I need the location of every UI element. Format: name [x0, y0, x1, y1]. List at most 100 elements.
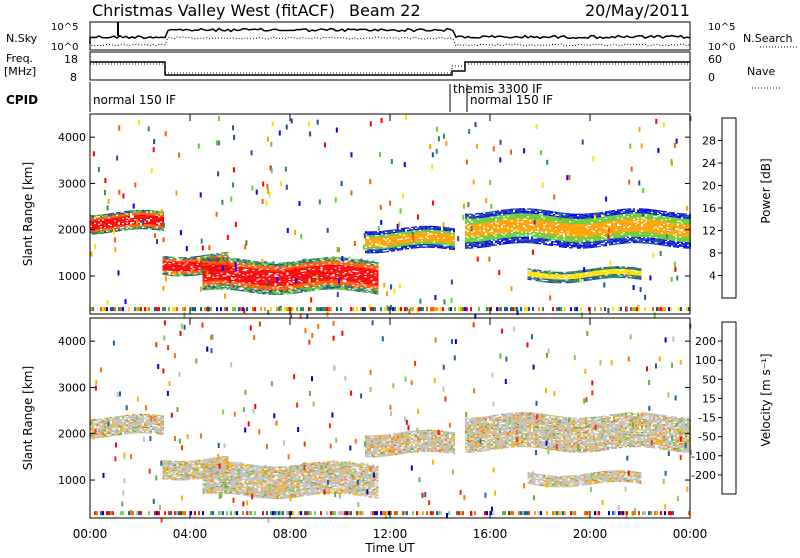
- echo-cell: [525, 212, 527, 213]
- echo-cell: [271, 277, 273, 278]
- echo-cell: [333, 266, 335, 267]
- echo-cell: [219, 274, 221, 275]
- echo-cell: [311, 281, 313, 282]
- echo-cell: [303, 265, 305, 266]
- echo-cell: [499, 228, 501, 229]
- echo-cell: [523, 217, 525, 218]
- echo-cell: [229, 270, 231, 271]
- echo-cell: [136, 210, 138, 211]
- echo-cell: [293, 290, 295, 291]
- echo-cell: [365, 283, 367, 284]
- echo-cell: [331, 287, 333, 288]
- echo-cell: [529, 214, 531, 215]
- echo-cell: [331, 262, 333, 263]
- echo-cell: [565, 225, 567, 226]
- echo-cell: [511, 219, 513, 220]
- echo-cell: [581, 233, 583, 234]
- echo-cell: [561, 213, 563, 214]
- echo-cell: [337, 269, 339, 270]
- echo-cell: [165, 260, 167, 261]
- echo-cell: [193, 256, 195, 257]
- echo-cell: [247, 261, 249, 262]
- echo-cell: [313, 290, 315, 291]
- echo-cell: [187, 261, 189, 262]
- echo-cell: [505, 237, 507, 238]
- power-echo-cells: [90, 115, 691, 319]
- echo-cell: [391, 237, 393, 238]
- echo-cell: [551, 211, 553, 212]
- echo-cell: [355, 290, 357, 291]
- echo-cell: [104, 231, 106, 232]
- echo-cell: [441, 231, 443, 232]
- echo-cell: [213, 286, 215, 287]
- echo-cell: [156, 216, 158, 217]
- echo-cell: [465, 246, 467, 247]
- echo-cell: [391, 245, 393, 246]
- echo-cell: [329, 270, 331, 271]
- echo-cell: [269, 262, 271, 263]
- echo-cell: [469, 233, 471, 234]
- echo-cell: [307, 265, 309, 266]
- echo-cell: [102, 226, 104, 227]
- echo-cell: [495, 238, 497, 239]
- echo-cell: [585, 237, 587, 238]
- echo-cell: [353, 276, 355, 277]
- echo-cell: [577, 214, 579, 215]
- echo-cell: [487, 226, 489, 227]
- echo-cell: [203, 261, 205, 262]
- echo-cell: [511, 231, 513, 232]
- echo-cell: [343, 286, 345, 287]
- echo-cell: [349, 279, 351, 280]
- echo-cell: [367, 276, 369, 277]
- echo-cell: [297, 275, 299, 276]
- echo-cell: [525, 229, 527, 230]
- echo-cell: [465, 220, 467, 221]
- echo-cell: [221, 258, 223, 259]
- echo-cell: [503, 237, 505, 238]
- echo-cell: [249, 286, 251, 287]
- echo-cell: [513, 214, 515, 215]
- echo-cell: [475, 246, 477, 247]
- echo-cell: [333, 264, 335, 265]
- echo-cell: [539, 243, 541, 244]
- echo-cell: [531, 228, 533, 229]
- echo-cell: [577, 223, 579, 224]
- echo-cell: [531, 225, 533, 226]
- echo-cell: [325, 287, 327, 288]
- echo-cell: [229, 260, 231, 261]
- echo-cell: [509, 236, 511, 237]
- echo-cell: [303, 269, 305, 270]
- echo-cell: [295, 273, 297, 274]
- echo-cell: [475, 225, 477, 226]
- echo-cell: [265, 276, 267, 277]
- echo-cell: [167, 269, 169, 270]
- echo-cell: [171, 263, 173, 264]
- echo-cell: [227, 255, 229, 256]
- echo-cell: [427, 241, 429, 242]
- echo-cell: [239, 287, 241, 288]
- echo-cell: [259, 271, 261, 272]
- echo-cell: [263, 271, 265, 272]
- echo-cell: [205, 283, 207, 284]
- echo-cell: [359, 277, 361, 278]
- echo-cell: [253, 261, 255, 262]
- echo-cell: [114, 214, 116, 215]
- echo-cell: [503, 226, 505, 227]
- echo-cell: [569, 239, 571, 240]
- echo-cell: [267, 278, 269, 279]
- echo-cell: [555, 234, 557, 235]
- echo-cell: [191, 272, 193, 273]
- echo-cell: [257, 274, 259, 275]
- echo-cell: [449, 229, 451, 230]
- echo-cell: [323, 276, 325, 277]
- echo-cell: [371, 248, 373, 249]
- echo-cell: [529, 208, 531, 209]
- echo-cell: [345, 267, 347, 268]
- echo-cell: [365, 272, 367, 273]
- echo-cell: [215, 262, 217, 263]
- echo-cell: [443, 229, 445, 230]
- nsearch-tick-top: 10^5: [708, 22, 735, 33]
- echo-cell: [160, 215, 162, 216]
- echo-cell: [253, 275, 255, 276]
- echo-cell: [251, 282, 253, 283]
